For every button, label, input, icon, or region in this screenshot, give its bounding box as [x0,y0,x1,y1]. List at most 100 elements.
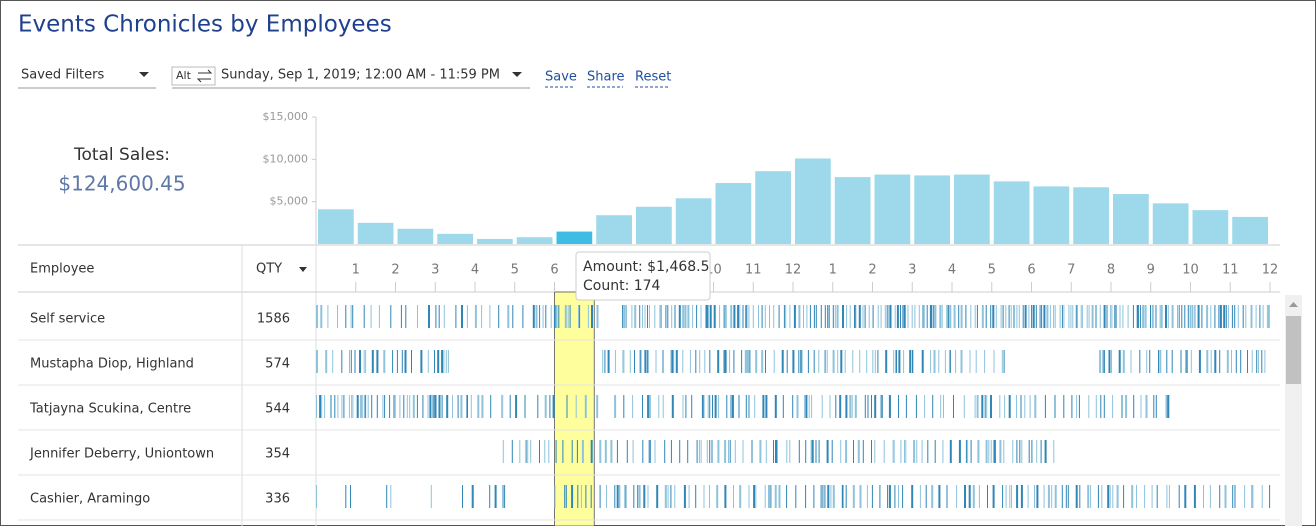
event-stripe [711,440,713,463]
event-stripe [840,440,842,463]
saved-filters[interactable]: Saved Filters [21,68,104,83]
event-stripe [1250,305,1253,328]
employee-name: Self service [30,312,105,327]
event-stripe [1095,395,1097,418]
event-stripe [830,485,832,508]
event-stripe [566,395,568,418]
event-stripe [1103,305,1106,328]
alt-label: Alt [176,69,192,82]
event-stripe [695,485,697,508]
event-stripe [1197,305,1200,328]
event-stripe [1103,395,1105,418]
event-stripe [562,440,564,463]
event-stripe [525,440,527,463]
dropdown-arrow[interactable] [512,72,522,77]
event-stripe [818,350,820,373]
scroll-thumb[interactable] [1286,316,1301,384]
date-range[interactable]: Sunday, Sep 1, 2019; 12:00 AM - 11:59 PM [221,68,500,83]
event-stripe [717,440,720,463]
y-tick-label: $10,000 [263,152,309,165]
event-stripe [585,485,587,508]
event-stripe [455,305,457,328]
event-stripe [401,350,403,373]
event-stripe [871,440,872,463]
event-stripe [578,305,579,328]
event-stripe [1054,395,1056,418]
event-stripe [724,350,727,373]
event-stripe [723,305,725,328]
alt-button[interactable] [171,66,216,86]
column-header[interactable]: Employee [30,262,94,277]
event-stripe [1005,305,1007,328]
event-stripe [1137,305,1139,328]
event-stripe [1167,395,1170,418]
event-stripe [809,305,811,328]
event-stripe [1005,485,1007,508]
event-stripe [822,485,824,508]
event-stripe [837,350,839,373]
event-stripe [1054,485,1057,508]
event-stripe [1067,485,1069,508]
event-stripe [712,395,713,418]
event-stripe [821,395,823,418]
event-stripe [1140,395,1142,418]
event-stripe [992,440,994,463]
bar [1033,186,1070,244]
event-stripe [383,350,386,373]
event-stripe [555,440,557,463]
event-stripe [993,440,996,463]
event-stripe [1111,350,1112,373]
event-stripe [1178,485,1180,508]
share-link[interactable]: Share [587,70,625,85]
event-stripe [733,305,736,328]
y-tick-label: $15,000 [263,110,309,123]
event-stripe [745,395,747,418]
event-stripe [457,395,459,418]
event-stripe [868,305,870,328]
reset-link[interactable]: Reset [635,70,671,85]
event-stripe [1070,305,1072,328]
event-stripe [1136,485,1137,508]
sort-arrow[interactable] [299,267,307,272]
event-stripe [888,485,891,508]
event-stripe [804,395,806,418]
event-stripe [614,350,616,373]
event-stripe [1132,305,1134,328]
event-stripe [845,440,848,463]
save-link[interactable]: Save [545,70,577,85]
event-stripe [765,440,767,463]
scroll-up[interactable] [1289,302,1298,307]
event-stripe [438,395,441,418]
event-stripe [341,395,343,418]
column-header[interactable]: QTY [256,262,282,277]
event-stripe [1155,395,1157,418]
event-stripe [552,395,555,418]
event-stripe [990,395,992,418]
event-stripe [1180,350,1182,373]
event-stripe [1219,485,1221,508]
event-stripe [969,350,971,373]
event-stripe [738,395,740,418]
event-stripe [927,440,929,463]
event-stripe [811,440,814,463]
event-stripe [746,305,748,328]
event-stripe [400,305,402,328]
event-stripe [1136,305,1139,328]
event-stripe [320,305,323,328]
event-stripe [1231,350,1232,373]
event-stripe [370,305,372,328]
event-stripe [406,395,408,418]
event-stripe [1054,305,1056,328]
bar [636,206,672,244]
event-stripe [438,305,440,328]
event-stripe [723,350,725,373]
event-stripe [1044,440,1047,463]
event-stripe [1209,485,1211,508]
event-stripe [629,350,631,373]
event-stripe [682,305,685,328]
event-stripe [334,395,336,418]
dropdown-arrow[interactable] [139,72,149,77]
event-stripe [773,440,774,463]
event-stripe [852,485,855,508]
bar [1073,187,1109,244]
